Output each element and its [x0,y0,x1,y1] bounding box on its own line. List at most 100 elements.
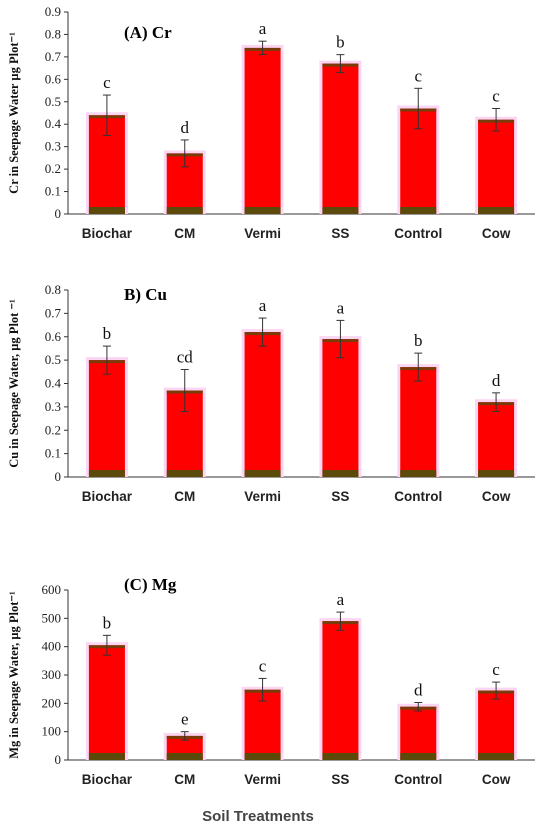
significance-letter: c [259,656,267,675]
bar [478,690,515,760]
significance-letter: b [103,324,112,343]
significance-letter: b [414,331,423,350]
significance-letter: c [492,660,500,679]
bar-base-cap [166,207,203,214]
significance-letter: d [414,680,423,699]
bar-base-cap [244,207,281,214]
y-tick-label: 0.3 [45,139,61,154]
x-category-label: Vermi [244,489,281,504]
y-tick-label: 0.8 [45,26,61,41]
x-category-label: Cow [482,489,511,504]
x-category-label: Biochar [82,489,133,504]
bar-base-cap [166,753,203,760]
bar [478,119,515,214]
y-tick-label: 0.3 [45,399,61,414]
significance-letter: a [259,19,267,38]
significance-letter: e [181,710,189,729]
significance-letter: c [492,87,500,106]
bar [322,339,359,477]
bar [322,63,359,214]
y-tick-label: 0.7 [45,49,62,64]
y-tick-label: 0.2 [45,161,61,176]
panel-title: (C) Mg [124,575,177,594]
y-tick-label: 0.4 [45,116,62,131]
bar-base-cap [244,470,281,477]
bar [244,332,281,477]
x-category-label: Control [394,772,442,787]
y-tick-label: 600 [42,582,62,597]
y-tick-label: 0.1 [45,446,61,461]
significance-letter: b [103,613,112,632]
panel-title: B) Cu [124,285,167,304]
y-tick-label: 200 [42,695,62,710]
y-tick-label: 0.5 [45,352,61,367]
y-tick-label: 0.8 [45,282,61,297]
x-category-label: Cow [482,772,511,787]
panel-title: (A) Cr [124,23,172,42]
significance-letter: c [103,73,111,92]
significance-letter: c [414,66,422,85]
bar-base-cap [88,470,125,477]
x-category-label: Biochar [82,226,133,241]
y-tick-label: 500 [42,610,62,625]
y-tick-label: 0.6 [45,71,62,86]
significance-letter: d [181,118,190,137]
bar-base-cap [166,470,203,477]
x-category-label: Vermi [244,772,281,787]
bar-base-cap [244,753,281,760]
y-tick-label: 0 [55,752,62,767]
x-category-label: Control [394,226,442,241]
significance-letter: a [337,298,345,317]
x-category-label: Cow [482,226,511,241]
x-category-label: Biochar [82,772,133,787]
y-axis-label: Mg in Seepage Water, µg Plot⁻¹ [7,591,21,759]
x-category-label: Vermi [244,226,281,241]
y-tick-label: 0.1 [45,184,61,199]
y-axis-label: Cu in Seepage Water, µg Plot ⁻¹ [7,299,21,468]
x-category-label: SS [331,226,349,241]
panel-c-mg-chart: 0 100 200 300 400 500 600 Mg in Seepage Water, … [7,575,535,787]
bar-base-cap [400,470,437,477]
bar [88,360,125,477]
y-tick-label: 0 [55,206,62,221]
y-tick-label: 0.9 [45,4,61,19]
bar-base-cap [88,753,125,760]
bar [322,621,359,760]
y-tick-label: 0.6 [45,329,62,344]
panel-a-cr-chart: 0 0.1 0.2 0.3 0.4 0.5 0.6 0.7 0.8 0.9 Cr in Seepag… [7,4,535,241]
bar-base-cap [478,470,515,477]
bar [400,367,437,477]
x-category-label: CM [174,489,195,504]
y-tick-label: 0.2 [45,422,61,437]
significance-letter: a [259,296,267,315]
bar [478,402,515,477]
bar-base-cap [322,470,359,477]
y-tick-label: 100 [42,724,62,739]
x-category-label: CM [174,226,195,241]
panel-b-cu-chart: 0 0.1 0.2 0.3 0.4 0.5 0.6 0.7 0.8 Cu in Seepage W… [7,282,535,504]
bar-base-cap [400,753,437,760]
y-tick-label: 400 [42,639,62,654]
bar-base-cap [322,753,359,760]
x-category-label: SS [331,489,349,504]
bar [244,47,281,215]
y-tick-label: 0.7 [45,305,62,320]
significance-letter: d [492,371,501,390]
significance-letter: b [336,33,345,52]
bar [88,645,125,760]
y-tick-label: 0.4 [45,376,62,391]
bar-base-cap [478,207,515,214]
significance-letter: cd [177,347,194,366]
significance-letter: a [337,590,345,609]
x-category-label: SS [331,772,349,787]
x-category-label: CM [174,772,195,787]
y-tick-label: 0.5 [45,94,61,109]
bar-base-cap [88,207,125,214]
x-category-label: Control [394,489,442,504]
y-tick-label: 300 [42,667,62,682]
x-axis-title: Soil Treatments [202,808,314,825]
y-tick-label: 0 [55,469,62,484]
y-axis-label: Cr in Seepage Water µg Plot⁻¹ [7,32,21,194]
bar-base-cap [478,753,515,760]
